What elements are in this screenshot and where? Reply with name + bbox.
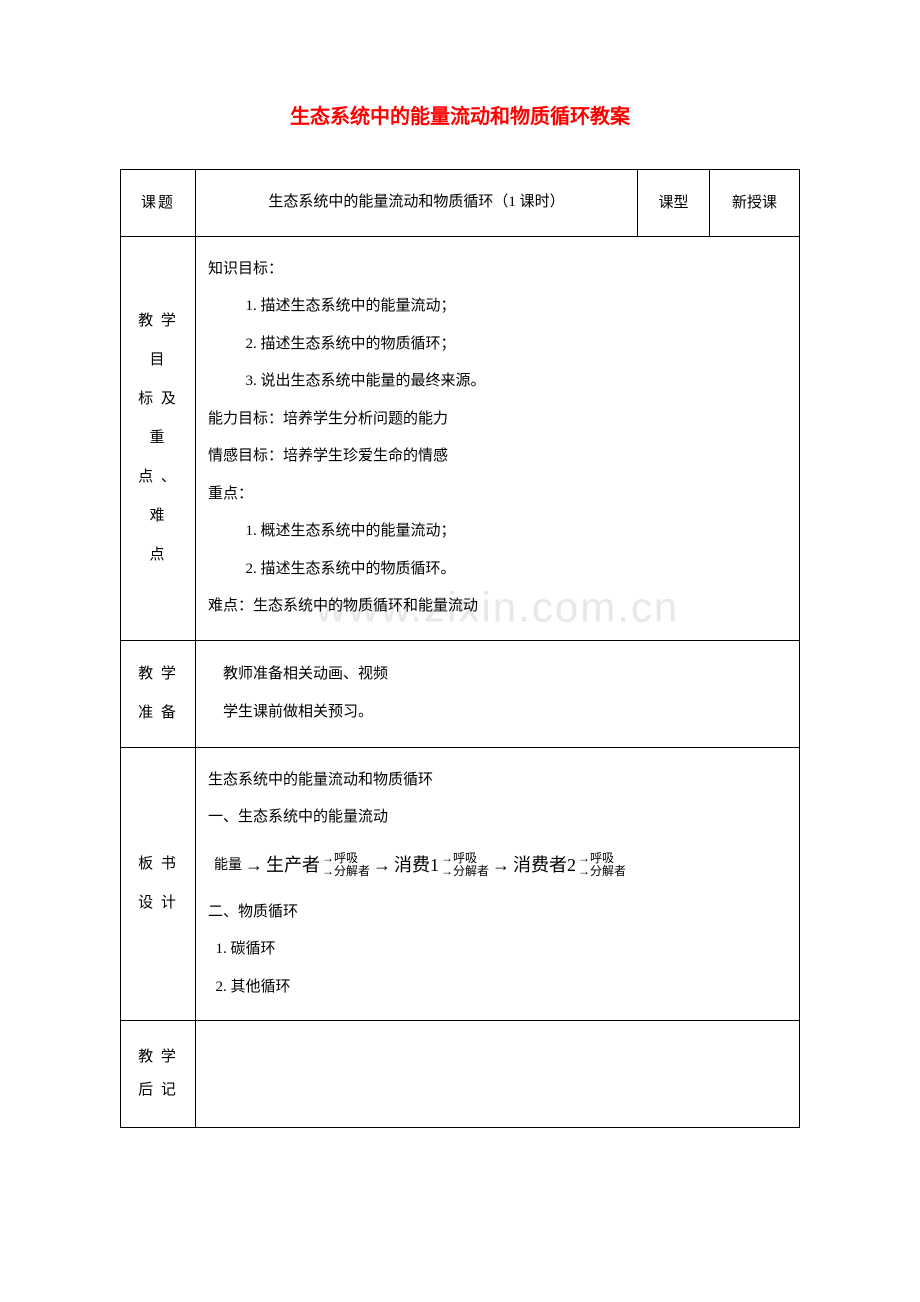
cell-postnote — [196, 1021, 800, 1128]
key1: 1. 概述生态系统中的能量流动； — [208, 513, 787, 551]
branch-3: →呼吸 →分解者 — [578, 852, 626, 878]
cell-prep: 教师准备相关动画、视频 学生课前做相关预习。 — [196, 640, 800, 747]
branch-1: →呼吸 →分解者 — [322, 852, 370, 878]
row-board: 板 书设 计 生态系统中的能量流动和物质循环 一、生态系统中的能量流动 能量 →… — [121, 747, 800, 1021]
prep-line1: 教师准备相关动画、视频 — [208, 656, 787, 694]
cell-objectives: 知识目标： 1. 描述生态系统中的能量流动； 2. 描述生态系统中的物质循环； … — [196, 236, 800, 640]
key-heading: 重点： — [208, 476, 787, 514]
difficulty: 难点：生态系统中的物质循环和能量流动 — [208, 588, 787, 626]
branch-decomp-3: →分解者 — [578, 865, 626, 878]
arrow-icon: → — [244, 843, 264, 888]
arrow-icon: → — [491, 843, 511, 888]
row-objectives: 教 学 目标 及 重点 、 难点 知识目标： 1. 描述生态系统中的能量流动； … — [121, 236, 800, 640]
cell-board: 生态系统中的能量流动和物质循环 一、生态系统中的能量流动 能量 → 生产者 →呼… — [196, 747, 800, 1021]
prep-line2: 学生课前做相关预习。 — [208, 694, 787, 732]
obj-k1: 1. 描述生态系统中的能量流动； — [208, 288, 787, 326]
flow-energy: 能量 — [214, 848, 242, 883]
obj-emotion: 情感目标：培养学生珍爱生命的情感 — [208, 438, 787, 476]
arrow-icon: → — [372, 843, 392, 888]
lesson-plan-table: 课题 生态系统中的能量流动和物质循环（1 课时） 课型 新授课 教 学 目标 及… — [120, 169, 800, 1128]
obj-k3: 3. 说出生态系统中能量的最终来源。 — [208, 363, 787, 401]
board-line6: 2. 其他循环 — [208, 969, 787, 1007]
branch-2: →呼吸 →分解者 — [441, 852, 489, 878]
cell-topic: 生态系统中的能量流动和物质循环（1 课时） — [196, 170, 638, 237]
board-line1: 生态系统中的能量流动和物质循环 — [208, 762, 787, 800]
flow-producer: 生产者 — [266, 843, 320, 888]
board-line5: 1. 碳循环 — [208, 931, 787, 969]
flow-consumer2: 消费者2 — [513, 843, 576, 888]
label-board: 板 书设 计 — [121, 747, 196, 1021]
label-lesson-type: 课型 — [638, 170, 710, 237]
row-postnote: 教 学后 记 — [121, 1021, 800, 1128]
branch-decomp-2: →分解者 — [441, 865, 489, 878]
label-objectives: 教 学 目标 及 重点 、 难点 — [121, 236, 196, 640]
board-line4: 二、物质循环 — [208, 894, 787, 932]
knowledge-heading: 知识目标： — [208, 251, 787, 289]
page-title: 生态系统中的能量流动和物质循环教案 — [120, 100, 800, 129]
branch-decomp-1: →分解者 — [322, 865, 370, 878]
cell-lesson-type: 新授课 — [710, 170, 800, 237]
label-topic: 课题 — [121, 170, 196, 237]
row-topic: 课题 生态系统中的能量流动和物质循环（1 课时） 课型 新授课 — [121, 170, 800, 237]
board-line2: 一、生态系统中的能量流动 — [208, 799, 787, 837]
obj-ability: 能力目标：培养学生分析问题的能力 — [208, 401, 787, 439]
label-prep: 教 学准 备 — [121, 640, 196, 747]
energy-flow-diagram: 能量 → 生产者 →呼吸 →分解者 → 消费1 →呼吸 →分解者 → 消费者2 … — [208, 843, 787, 888]
key2: 2. 描述生态系统中的物质循环。 — [208, 551, 787, 589]
label-postnote: 教 学后 记 — [121, 1021, 196, 1128]
row-prep: 教 学准 备 教师准备相关动画、视频 学生课前做相关预习。 — [121, 640, 800, 747]
flow-consumer1: 消费1 — [394, 843, 439, 888]
obj-k2: 2. 描述生态系统中的物质循环； — [208, 326, 787, 364]
